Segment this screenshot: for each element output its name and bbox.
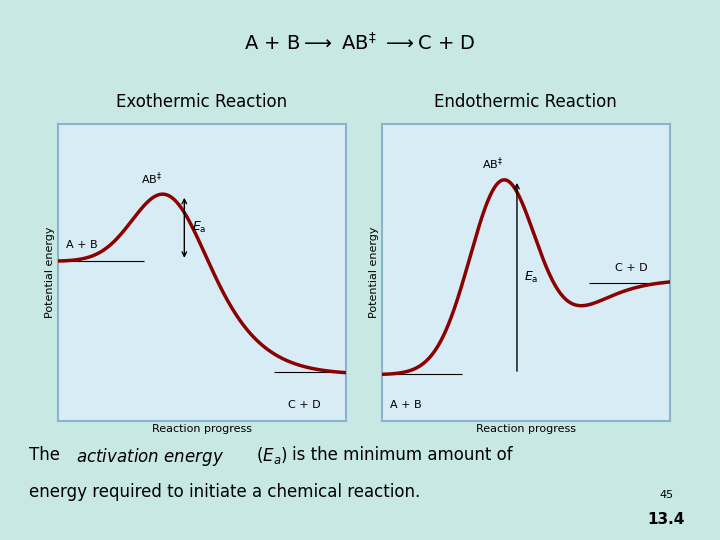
- Y-axis label: Potential energy: Potential energy: [45, 227, 55, 319]
- Text: The: The: [29, 446, 65, 463]
- Text: is the minimum amount of: is the minimum amount of: [292, 446, 512, 463]
- Text: energy required to initiate a chemical reaction.: energy required to initiate a chemical r…: [29, 483, 420, 501]
- X-axis label: Reaction progress: Reaction progress: [152, 424, 251, 434]
- Text: $\mathbf{\mathit{(E}}_{\mathbf{\mathit{a}}}\mathbf{\mathit{)}}$: $\mathbf{\mathit{(E}}_{\mathbf{\mathit{a…: [256, 446, 287, 467]
- Text: A + B$\longrightarrow$ AB$^{\ddagger}$ $\longrightarrow$C + D: A + B$\longrightarrow$ AB$^{\ddagger}$ $…: [244, 32, 476, 54]
- X-axis label: Reaction progress: Reaction progress: [476, 424, 575, 434]
- Text: $E_\mathrm{a}$: $E_\mathrm{a}$: [524, 269, 539, 285]
- Text: C + D: C + D: [288, 400, 320, 410]
- Text: C + D: C + D: [615, 262, 647, 273]
- Text: AB$^{\ddagger}$: AB$^{\ddagger}$: [141, 171, 162, 187]
- Text: 13.4: 13.4: [647, 511, 685, 526]
- Y-axis label: Potential energy: Potential energy: [369, 227, 379, 319]
- Text: A + B: A + B: [390, 400, 422, 410]
- Text: Endothermic Reaction: Endothermic Reaction: [434, 93, 617, 111]
- Text: A + B: A + B: [66, 240, 98, 251]
- Text: AB$^{\ddagger}$: AB$^{\ddagger}$: [482, 156, 503, 172]
- Text: 45: 45: [659, 489, 673, 500]
- Text: $\mathbf{\mathit{activation\ energy}}$: $\mathbf{\mathit{activation\ energy}}$: [76, 446, 224, 468]
- Text: $E_\mathrm{a}$: $E_\mathrm{a}$: [192, 220, 206, 235]
- Text: Exothermic Reaction: Exothermic Reaction: [116, 93, 287, 111]
